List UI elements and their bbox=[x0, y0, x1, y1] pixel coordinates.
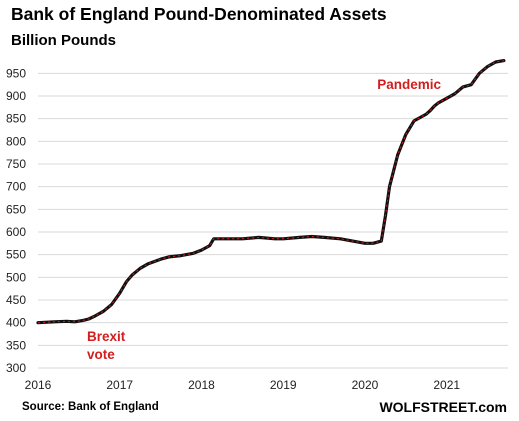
y-tick-label: 400 bbox=[6, 316, 26, 330]
y-tick-label: 550 bbox=[6, 248, 26, 262]
y-tick-label: 650 bbox=[6, 202, 26, 216]
brand-logo: WOLFSTREET.com bbox=[379, 399, 507, 415]
series-lines bbox=[36, 59, 506, 325]
chart-subtitle: Billion Pounds bbox=[11, 32, 116, 49]
annotation-label: Brexit bbox=[87, 329, 126, 344]
x-tick-label: 2021 bbox=[433, 378, 460, 392]
x-tick-label: 2019 bbox=[270, 378, 297, 392]
annotations: Brexit vote Pandemic bbox=[87, 77, 441, 362]
y-tick-label: 900 bbox=[6, 89, 26, 103]
chart-title: Bank of England Pound-Denominated Assets bbox=[11, 4, 387, 24]
gridlines bbox=[38, 72, 508, 369]
x-axis-ticks: 2016 2017 2018 2019 2020 2021 bbox=[25, 378, 461, 392]
x-tick-label: 2018 bbox=[188, 378, 215, 392]
y-tick-label: 700 bbox=[6, 180, 26, 194]
y-tick-label: 450 bbox=[6, 293, 26, 307]
y-tick-label: 750 bbox=[6, 157, 26, 171]
annotation-label: vote bbox=[87, 347, 115, 362]
y-tick-label: 800 bbox=[6, 134, 26, 148]
y-tick-label: 950 bbox=[6, 66, 26, 80]
y-tick-label: 500 bbox=[6, 270, 26, 284]
y-tick-label: 300 bbox=[6, 361, 26, 375]
series-line-accent bbox=[37, 60, 504, 324]
x-tick-label: 2017 bbox=[106, 378, 133, 392]
y-tick-label: 600 bbox=[6, 225, 26, 239]
x-tick-label: 2016 bbox=[25, 378, 52, 392]
series-line bbox=[36, 59, 506, 325]
y-tick-label: 350 bbox=[6, 338, 26, 352]
y-tick-label: 850 bbox=[6, 112, 26, 126]
annotation-label: Pandemic bbox=[377, 77, 441, 92]
x-tick-label: 2020 bbox=[352, 378, 379, 392]
y-axis-ticks: 300 350 400 450 500 550 600 650 700 750 800 850 900 9… bbox=[6, 66, 26, 375]
source-note: Source: Bank of England bbox=[22, 401, 159, 413]
